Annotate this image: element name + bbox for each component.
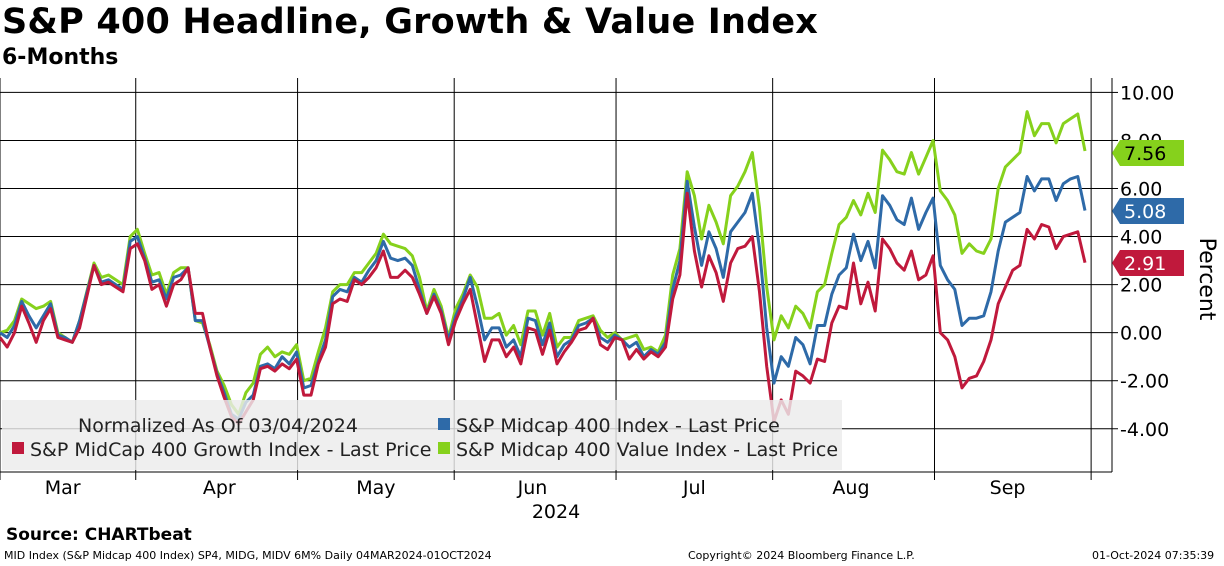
x-tick-label: Jul: [682, 477, 706, 499]
series-line-growth: [0, 191, 1087, 426]
legend-label-growth: S&P MidCap 400 Growth Index - Last Price: [30, 439, 431, 461]
footer-copyright: Copyright© 2024 Bloomberg Finance L.P.: [688, 549, 915, 562]
legend-swatch-growth: [12, 442, 24, 454]
callout-value-label: 7.56: [1124, 143, 1166, 165]
legend-swatch-headline: [438, 418, 450, 430]
callout-growth-label: 2.91: [1124, 253, 1166, 275]
last-price-callouts: 7.56 5.08 2.91: [1112, 140, 1184, 276]
legend-title: Normalized As Of 03/04/2024: [78, 415, 358, 437]
y-tick-label: 0.00: [1120, 323, 1162, 345]
x-tick-label: Mar: [45, 477, 81, 499]
y-axis-title: Percent: [1194, 238, 1219, 321]
y-tick-label: -2.00: [1120, 371, 1169, 393]
y-axis-ticks: 10.008.006.004.002.000.00-2.00-4.00: [1112, 82, 1174, 441]
callout-value: 7.56: [1112, 140, 1184, 166]
callout-growth-box: [1112, 250, 1184, 276]
series-lines: [0, 110, 1087, 426]
x-tick-label: Sep: [990, 477, 1026, 499]
x-axis-year-label: 2024: [532, 501, 580, 520]
y-tick-label: 2.00: [1120, 275, 1162, 297]
y-tick-label: 10.00: [1120, 82, 1174, 104]
x-tick-label: Apr: [203, 477, 236, 499]
chart-title: S&P 400 Headline, Growth & Value Index: [2, 2, 819, 42]
source-note: Source: CHARTbeat: [6, 525, 192, 545]
series-line-value: [0, 110, 1087, 416]
legend-swatch-value: [438, 442, 450, 454]
callout-growth: 2.91: [1112, 250, 1184, 276]
x-axis-month-labels: Mar Apr May Jun Jul Aug Sep: [45, 477, 1026, 499]
callout-headline-label: 5.08: [1124, 201, 1166, 223]
callout-value-box: [1112, 140, 1184, 166]
x-tick-label: Jun: [517, 477, 548, 499]
chart-area: 10.008.006.004.002.000.00-2.00-4.00 MarA…: [0, 78, 1219, 520]
footer-ticker-info: MID Index (S&P Midcap 400 Index) SP4, MI…: [4, 549, 492, 562]
y-tick-label: -4.00: [1120, 419, 1169, 441]
y-tick-label: 4.00: [1120, 227, 1162, 249]
x-tick-label: May: [356, 477, 395, 499]
horizontal-gridlines: [0, 91, 1112, 430]
callout-headline-box: [1112, 198, 1184, 224]
y-tick-label: 6.00: [1120, 179, 1162, 201]
chart-subtitle: 6-Months: [2, 45, 119, 70]
legend-label-headline: S&P Midcap 400 Index - Last Price: [456, 415, 780, 437]
legend-background: [2, 400, 842, 470]
legend: Normalized As Of 03/04/2024 S&P Midcap 4…: [2, 400, 842, 470]
legend-label-value: S&P Midcap 400 Value Index - Last Price: [456, 439, 838, 461]
footer-timestamp: 01-Oct-2024 07:35:39: [1092, 549, 1215, 562]
callout-headline: 5.08: [1112, 198, 1184, 224]
x-tick-label: Aug: [832, 477, 869, 499]
